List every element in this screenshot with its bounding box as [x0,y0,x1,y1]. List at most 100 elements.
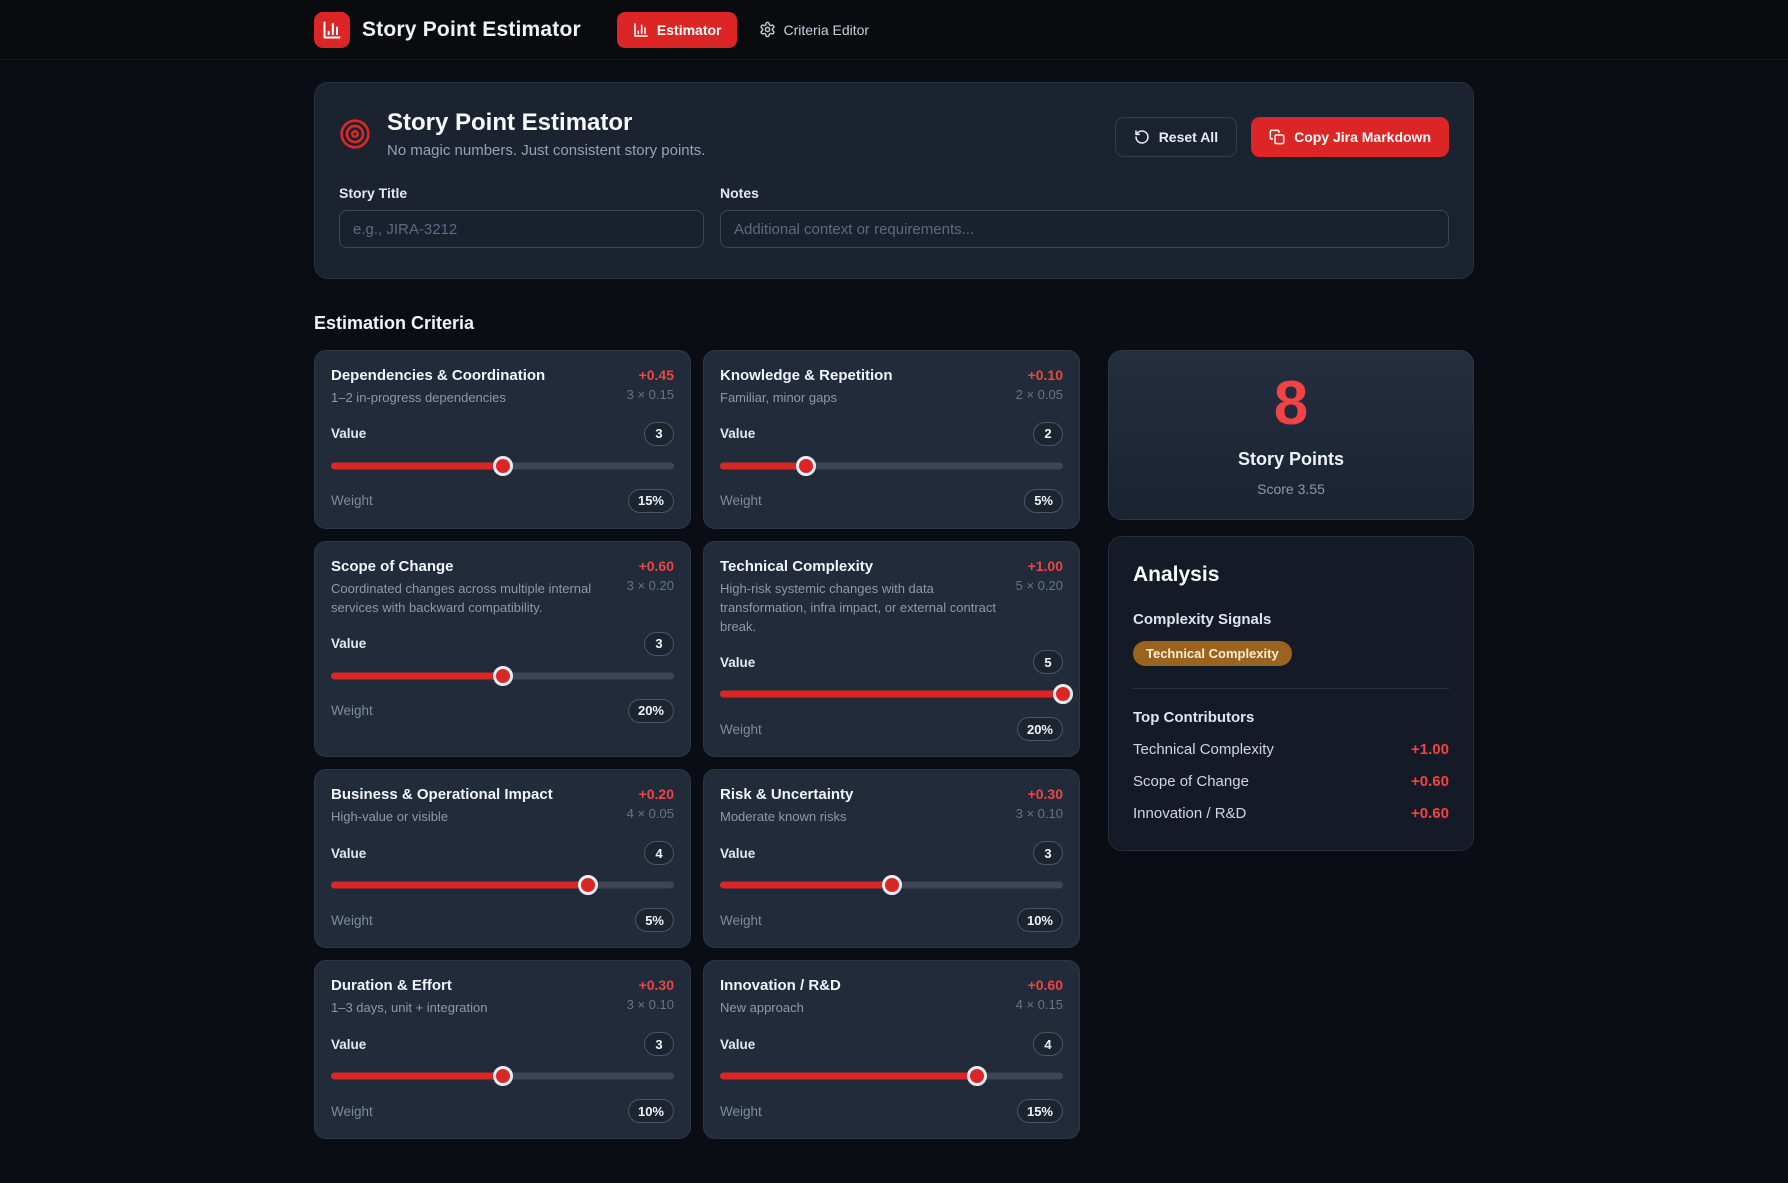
criterion-formula: 3 × 0.10 [1015,806,1063,822]
copy-jira-markdown-button[interactable]: Copy Jira Markdown [1251,117,1449,157]
value-label: Value [720,654,756,670]
contributor-name: Technical Complexity [1133,741,1274,758]
value-slider[interactable] [720,1066,1063,1087]
signals-list: Technical Complexity [1133,641,1449,666]
value-badge: 3 [644,421,674,446]
criterion-description: 1–3 days, unit + integration [331,1000,488,1016]
criterion-card: Knowledge & Repetition Familiar, minor g… [703,350,1080,529]
bar-chart-icon [322,20,342,40]
nav-tab-criteria-editor[interactable]: Criteria Editor [759,21,869,38]
criterion-name: Knowledge & Repetition [720,367,893,384]
reset-all-button[interactable]: Reset All [1114,117,1238,157]
target-icon [339,118,371,150]
value-slider[interactable] [720,455,1063,476]
weight-badge: 5% [635,908,674,933]
copy-jira-markdown-label: Copy Jira Markdown [1294,129,1431,145]
criterion-description: Familiar, minor gaps [720,390,838,405]
weight-badge: 5% [1024,488,1063,513]
story-points-value: 8 [1273,369,1309,438]
weight-label: Weight [720,1103,762,1119]
value-badge: 4 [1033,1032,1063,1057]
rotate-ccw-icon [1134,129,1150,145]
criterion-description: Moderate known risks [720,809,847,825]
bar-chart-icon [633,22,649,38]
value-slider[interactable] [720,875,1063,896]
value-badge: 4 [644,841,674,866]
notes-input[interactable] [720,210,1449,248]
value-slider[interactable] [720,684,1073,705]
analysis-divider [1133,688,1449,689]
slider-thumb[interactable] [967,1066,988,1087]
weight-label: Weight [331,912,373,928]
gear-icon [759,21,776,38]
contributor-name: Innovation / R&D [1133,805,1247,822]
contributor-value: +0.60 [1411,805,1449,822]
value-badge: 3 [644,1032,674,1057]
app-title: Story Point Estimator [362,17,581,41]
value-badge: 3 [644,631,674,656]
criterion-card: Risk & Uncertainty Moderate known risks … [703,769,1080,949]
criterion-name: Business & Operational Impact [331,786,553,804]
value-slider[interactable] [331,875,674,896]
app-logo[interactable] [314,11,350,48]
slider-thumb[interactable] [881,875,902,896]
value-slider[interactable] [331,1066,674,1087]
criteria-grid: Dependencies & Coordination 1–2 in-progr… [314,350,1080,1140]
contributor-row: Scope of Change +0.60 [1133,773,1449,790]
story-points-label: Story Points [1237,449,1344,469]
value-label: Value [331,1036,367,1052]
slider-thumb[interactable] [492,1066,513,1087]
criterion-card: Duration & Effort 1–3 days, unit + integ… [314,960,691,1140]
criterion-formula: 2 × 0.05 [1015,387,1063,402]
weight-label: Weight [331,703,373,719]
criterion-card: Technical Complexity High-risk systemic … [703,540,1080,758]
criterion-card: Business & Operational Impact High-value… [314,769,691,949]
nav-tab-estimator-label: Estimator [656,21,722,38]
criterion-contribution: +1.00 [1027,557,1063,574]
slider-fill [331,672,503,680]
weight-badge: 15% [1016,1099,1063,1124]
nav-tab-estimator[interactable]: Estimator [616,11,738,48]
slider-fill [720,690,1063,698]
contributor-name: Scope of Change [1133,773,1249,790]
value-label: Value [720,845,756,861]
slider-fill [720,881,892,889]
slider-track[interactable] [720,462,1063,470]
estimator-header-card: Story Point Estimator No magic numbers. … [314,82,1474,279]
slider-thumb[interactable] [492,665,513,686]
value-slider[interactable] [331,455,674,476]
slider-thumb[interactable] [578,875,599,896]
score-text: Score 3.55 [1257,481,1325,497]
slider-thumb[interactable] [795,455,816,476]
slider-fill [720,462,806,470]
weight-badge: 15% [627,488,674,513]
criterion-description: Coordinated changes across multiple inte… [331,580,592,615]
criterion-name: Dependencies & Coordination [331,367,546,384]
slider-thumb[interactable] [492,455,513,476]
slider-thumb[interactable] [1053,684,1073,705]
criterion-name: Scope of Change [331,557,454,575]
top-contributors-label: Top Contributors [1133,709,1255,726]
criterion-card: Dependencies & Coordination 1–2 in-progr… [314,350,691,529]
contributor-value: +1.00 [1411,741,1449,758]
criterion-contribution: +0.60 [1027,977,1063,994]
criterion-contribution: +0.45 [638,367,674,383]
weight-badge: 20% [627,698,674,723]
criterion-formula: 4 × 0.05 [626,806,674,822]
contributors-list: Technical Complexity +1.00 Scope of Chan… [1133,741,1449,822]
weight-label: Weight [720,721,762,737]
value-label: Value [331,636,367,652]
complexity-signals-label: Complexity Signals [1133,611,1272,628]
estimation-criteria-heading: Estimation Criteria [314,313,475,333]
story-title-label: Story Title [339,185,408,201]
weight-badge: 10% [1016,908,1063,933]
criterion-formula: 4 × 0.15 [1015,997,1063,1013]
criterion-contribution: +0.60 [638,557,674,574]
notes-label: Notes [720,185,759,201]
story-title-input[interactable] [339,210,704,248]
value-label: Value [331,845,367,861]
slider-fill [331,881,589,889]
complexity-signal-badge: Technical Complexity [1133,641,1292,666]
criterion-formula: 3 × 0.20 [626,577,674,593]
value-slider[interactable] [331,665,674,686]
